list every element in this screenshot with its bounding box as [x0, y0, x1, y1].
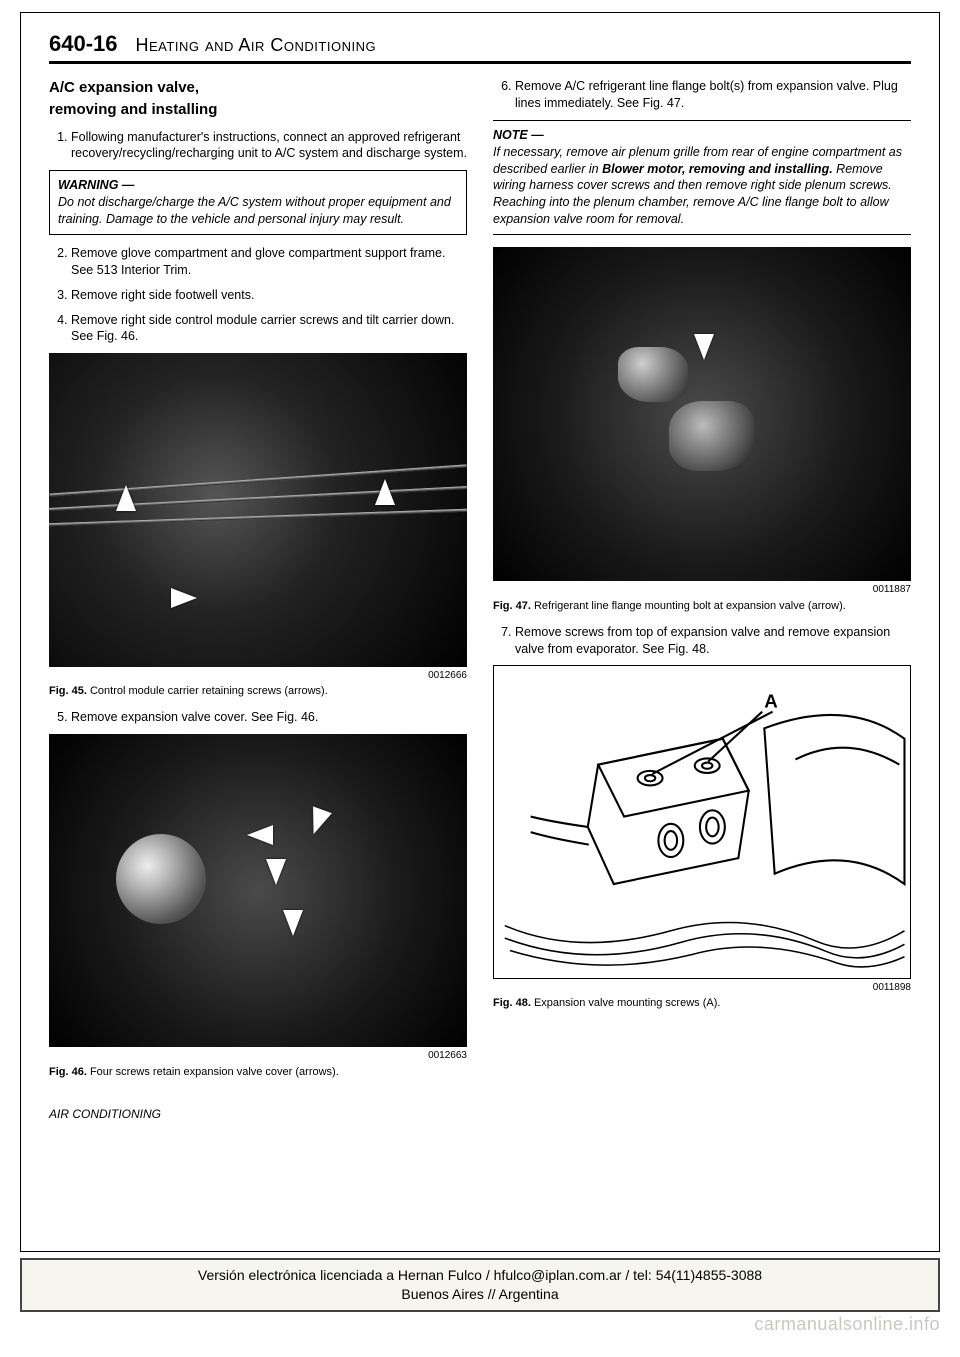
watermark: carmanualsonline.info: [20, 1314, 940, 1335]
figure-48-text: Expansion valve mounting screws (A).: [531, 997, 721, 1009]
step-5: Remove expansion valve cover. See Fig. 4…: [71, 709, 467, 726]
figure-47-label: Fig. 47.: [493, 600, 531, 612]
note-title: NOTE —: [493, 127, 911, 144]
procedure-steps-left-cont: Remove glove compartment and glove compa…: [49, 245, 467, 345]
warning-box: WARNING — Do not discharge/charge the A/…: [49, 170, 467, 235]
figure-47-caption: Fig. 47. Refrigerant line flange mountin…: [493, 599, 911, 614]
label-A: A: [764, 691, 777, 712]
left-column: A/C expansion valve, removing and instal…: [49, 78, 467, 1122]
procedure-steps-left-cont2: Remove expansion valve cover. See Fig. 4…: [49, 709, 467, 726]
procedure-steps-left: Following manufacturer's instructions, c…: [49, 129, 467, 163]
wire-decor: [49, 509, 467, 527]
figure-46-photo: [49, 734, 467, 1048]
component-decor: [116, 834, 206, 924]
figure-45-id: 0012666: [49, 669, 467, 683]
figure-45-caption: Fig. 45. Control module carrier retainin…: [49, 684, 467, 699]
note-body-bold: Blower motor, removing and installing.: [602, 162, 833, 176]
arrow-icon: [266, 859, 286, 885]
chapter-title: Heating and Air Conditioning: [136, 35, 377, 56]
expansion-valve-svg: A: [494, 666, 910, 978]
step-1: Following manufacturer's instructions, c…: [71, 129, 467, 163]
page-number: 640-16: [49, 31, 118, 57]
procedure-steps-right: Remove A/C refrigerant line flange bolt(…: [493, 78, 911, 112]
step-7: Remove screws from top of expansion valv…: [515, 624, 911, 658]
license-line-2: Buenos Aires // Argentina: [32, 1285, 928, 1304]
page-header: 640-16 Heating and Air Conditioning: [49, 31, 911, 64]
figure-48-caption: Fig. 48. Expansion valve mounting screws…: [493, 996, 911, 1011]
figure-47-id: 0011887: [493, 583, 911, 597]
component-decor: [669, 401, 754, 471]
figure-48-drawing: A: [493, 665, 911, 979]
figure-47-text: Refrigerant line flange mounting bolt at…: [531, 600, 846, 612]
figure-46-id: 0012663: [49, 1049, 467, 1063]
figure-45-photo: [49, 353, 467, 667]
figure-46-text: Four screws retain expansion valve cover…: [87, 1066, 339, 1078]
figure-46-label: Fig. 46.: [49, 1066, 87, 1078]
manual-page: 640-16 Heating and Air Conditioning A/C …: [20, 12, 940, 1252]
license-bar: Versión electrónica licenciada a Hernan …: [20, 1258, 940, 1312]
arrow-icon: [304, 807, 332, 838]
note-block: NOTE — If necessary, remove air plenum g…: [493, 120, 911, 235]
arrow-icon: [116, 485, 136, 511]
step-2: Remove glove compartment and glove compa…: [71, 245, 467, 279]
arrow-icon: [694, 334, 714, 360]
figure-45-label: Fig. 45.: [49, 685, 87, 697]
figure-47-photo: [493, 247, 911, 581]
section-subtitle: removing and installing: [49, 100, 467, 120]
procedure-steps-right-cont: Remove screws from top of expansion valv…: [493, 624, 911, 658]
section-title: A/C expansion valve,: [49, 78, 467, 98]
arrow-icon: [247, 825, 273, 845]
step-3: Remove right side footwell vents.: [71, 287, 467, 304]
section-footer: AIR CONDITIONING: [49, 1106, 467, 1122]
two-column-layout: A/C expansion valve, removing and instal…: [49, 78, 911, 1122]
note-body: If necessary, remove air plenum grille f…: [493, 144, 911, 228]
component-decor: [618, 347, 688, 402]
figure-48-id: 0011898: [493, 981, 911, 995]
warning-body: Do not discharge/charge the A/C system w…: [58, 194, 458, 228]
arrow-icon: [283, 910, 303, 936]
warning-title: WARNING —: [58, 177, 458, 194]
figure-46-caption: Fig. 46. Four screws retain expansion va…: [49, 1065, 467, 1080]
figure-45-text: Control module carrier retaining screws …: [87, 685, 328, 697]
step-6: Remove A/C refrigerant line flange bolt(…: [515, 78, 911, 112]
right-column: Remove A/C refrigerant line flange bolt(…: [493, 78, 911, 1122]
arrow-icon: [171, 588, 197, 608]
arrow-icon: [375, 479, 395, 505]
step-4: Remove right side control module carrier…: [71, 312, 467, 346]
figure-48-label: Fig. 48.: [493, 997, 531, 1009]
license-line-1: Versión electrónica licenciada a Hernan …: [32, 1266, 928, 1285]
